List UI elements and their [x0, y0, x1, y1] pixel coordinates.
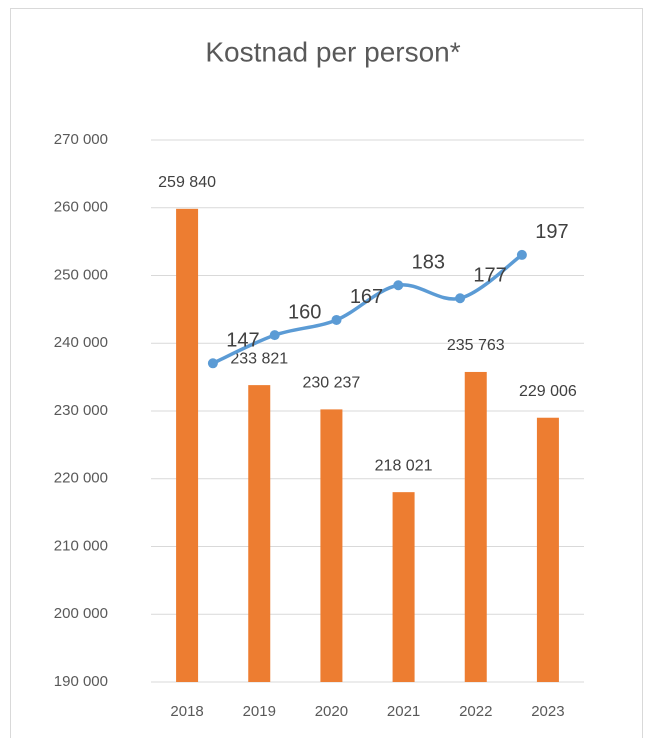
y-tick-label: 190 000: [54, 673, 108, 690]
line-marker: [393, 280, 404, 291]
x-tick-label: 2023: [531, 703, 564, 720]
bar: [464, 371, 487, 682]
line-value-label: 183: [412, 252, 445, 274]
bar-value-label: 233 821: [230, 350, 288, 367]
bar: [536, 417, 559, 682]
bar: [248, 385, 271, 682]
line-marker: [269, 330, 280, 341]
line-marker: [516, 249, 527, 260]
line-value-label: 197: [535, 221, 568, 243]
bar: [320, 409, 343, 682]
x-tick-label: 2020: [315, 703, 348, 720]
line: [211, 253, 524, 366]
line-value-label: 177: [473, 265, 506, 287]
line-marker: [207, 358, 218, 369]
bar-value-label: 230 237: [302, 375, 360, 392]
y-tick-label: 220 000: [54, 470, 108, 487]
chart-title: Kostnad per person*: [205, 36, 460, 67]
bar: [176, 208, 199, 683]
bar-value-label: 259 840: [158, 174, 216, 191]
line-value-label: 167: [350, 286, 383, 308]
line-marker: [331, 314, 342, 325]
y-tick-label: 260 000: [54, 199, 108, 216]
x-tick-label: 2022: [459, 703, 492, 720]
y-tick-label: 270 000: [54, 131, 108, 148]
bar-value-label: 235 763: [447, 337, 505, 354]
line-marker: [455, 293, 466, 304]
y-tick-label: 200 000: [54, 605, 108, 622]
y-tick-label: 210 000: [54, 537, 108, 554]
y-tick-label: 250 000: [54, 266, 108, 283]
bar: [392, 492, 415, 682]
line-value-label: 160: [288, 301, 321, 323]
x-tick-label: 2019: [243, 703, 276, 720]
y-tick-label: 240 000: [54, 334, 108, 351]
y-tick-label: 230 000: [54, 402, 108, 419]
bar-value-label: 229 006: [519, 383, 577, 400]
line-value-label: 147: [226, 330, 259, 352]
bar-value-label: 218 021: [375, 457, 433, 474]
x-tick-label: 2021: [387, 703, 420, 720]
x-tick-label: 2018: [170, 703, 203, 720]
